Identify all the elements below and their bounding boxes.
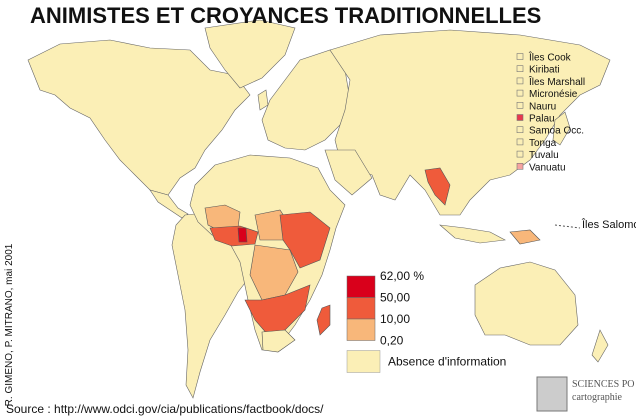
- indonesia: [439, 224, 506, 244]
- legend-swatch: [346, 350, 381, 373]
- credit: R. GIMENO, P. MITRANO, mai 2001: [4, 243, 15, 406]
- island-swatch: [516, 53, 524, 60]
- greenland: [204, 19, 296, 89]
- island-label: Îles Marshall: [528, 75, 585, 88]
- legend-swatch: [346, 297, 376, 320]
- legend-swatch: [346, 275, 376, 298]
- japan: [552, 111, 571, 146]
- island-swatch: [516, 114, 524, 121]
- australia: [474, 261, 579, 346]
- legend-break: 50,00: [380, 291, 410, 305]
- logo: SCIENCES PO cartographie: [536, 376, 635, 412]
- indochina: [424, 167, 451, 206]
- source: Source : http://www.odci.gov/cia/publica…: [6, 402, 324, 416]
- benin-togo: [237, 227, 248, 243]
- legend-no-data: Absence d'information: [388, 355, 506, 369]
- world-map: [27, 19, 611, 399]
- island-swatch: [516, 163, 524, 170]
- island-label: Palau: [529, 114, 555, 125]
- british-isles: [257, 89, 269, 111]
- island-label: Îles Cook: [528, 51, 572, 64]
- island-label: Tuvalu: [529, 150, 559, 161]
- island-swatch: [516, 102, 524, 109]
- annotation: Îles Salomon: [581, 218, 636, 231]
- legend-swatch: [346, 318, 376, 341]
- east-africa: [279, 211, 331, 269]
- island-swatch: [516, 89, 524, 97]
- logo-line1: SCIENCES PO: [572, 379, 635, 390]
- island-label: Kiribati: [529, 65, 560, 76]
- island-swatch: [516, 65, 524, 72]
- title: ANIMISTES ET CROYANCES TRADITIONNELLES: [30, 3, 541, 28]
- island-swatch: [516, 77, 524, 85]
- island-label: Tonga: [529, 138, 557, 149]
- logo-mark: [536, 376, 568, 412]
- island-swatch: [516, 150, 524, 158]
- island-label: Nauru: [529, 101, 556, 112]
- island-label: Micronésie: [529, 89, 578, 100]
- papua: [509, 229, 541, 245]
- north-america: [27, 39, 251, 196]
- central-america: [149, 189, 189, 219]
- island-swatch: [516, 126, 524, 133]
- legend: 62,00 % 50,00 10,00 0,20 Absence d'informati…: [346, 269, 506, 373]
- south-africa: [261, 329, 296, 353]
- legend-break: 10,00: [380, 312, 410, 326]
- island-label: Samoa Occ.: [529, 126, 584, 137]
- legend-break: 0,20: [380, 334, 404, 348]
- arabia: [324, 149, 373, 196]
- solomon-islands: [554, 224, 581, 229]
- new-zealand: [591, 329, 609, 363]
- madagascar: [316, 304, 331, 336]
- island-swatch: [516, 138, 524, 146]
- logo-line2: cartographie: [572, 392, 623, 403]
- island-label: Vanuatu: [529, 162, 566, 173]
- southern-africa: [244, 284, 311, 336]
- legend-break: 62,00 %: [380, 269, 424, 283]
